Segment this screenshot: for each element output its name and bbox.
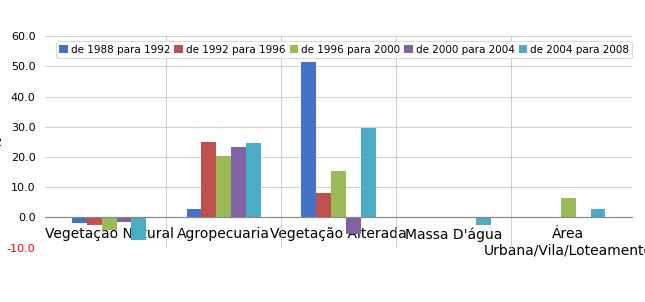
Bar	[72, 217, 86, 223]
Bar	[132, 217, 146, 240]
Bar	[591, 209, 606, 217]
Bar	[232, 147, 246, 217]
Bar	[217, 156, 232, 217]
Bar	[361, 128, 376, 217]
Bar	[301, 62, 316, 217]
Bar	[316, 193, 331, 217]
Legend: de 1988 para 1992, de 1992 para 1996, de 1996 para 2000, de 2000 para 2004, de 2: de 1988 para 1992, de 1992 para 1996, de…	[56, 41, 633, 58]
Bar	[86, 217, 102, 225]
Bar	[331, 171, 346, 217]
Y-axis label: %: %	[0, 136, 4, 148]
Bar	[186, 209, 201, 217]
Bar	[117, 217, 132, 222]
Bar	[346, 217, 361, 234]
Bar	[246, 143, 261, 217]
Bar	[201, 142, 217, 217]
Bar	[476, 217, 491, 225]
Bar	[561, 198, 575, 217]
Bar	[102, 217, 117, 230]
